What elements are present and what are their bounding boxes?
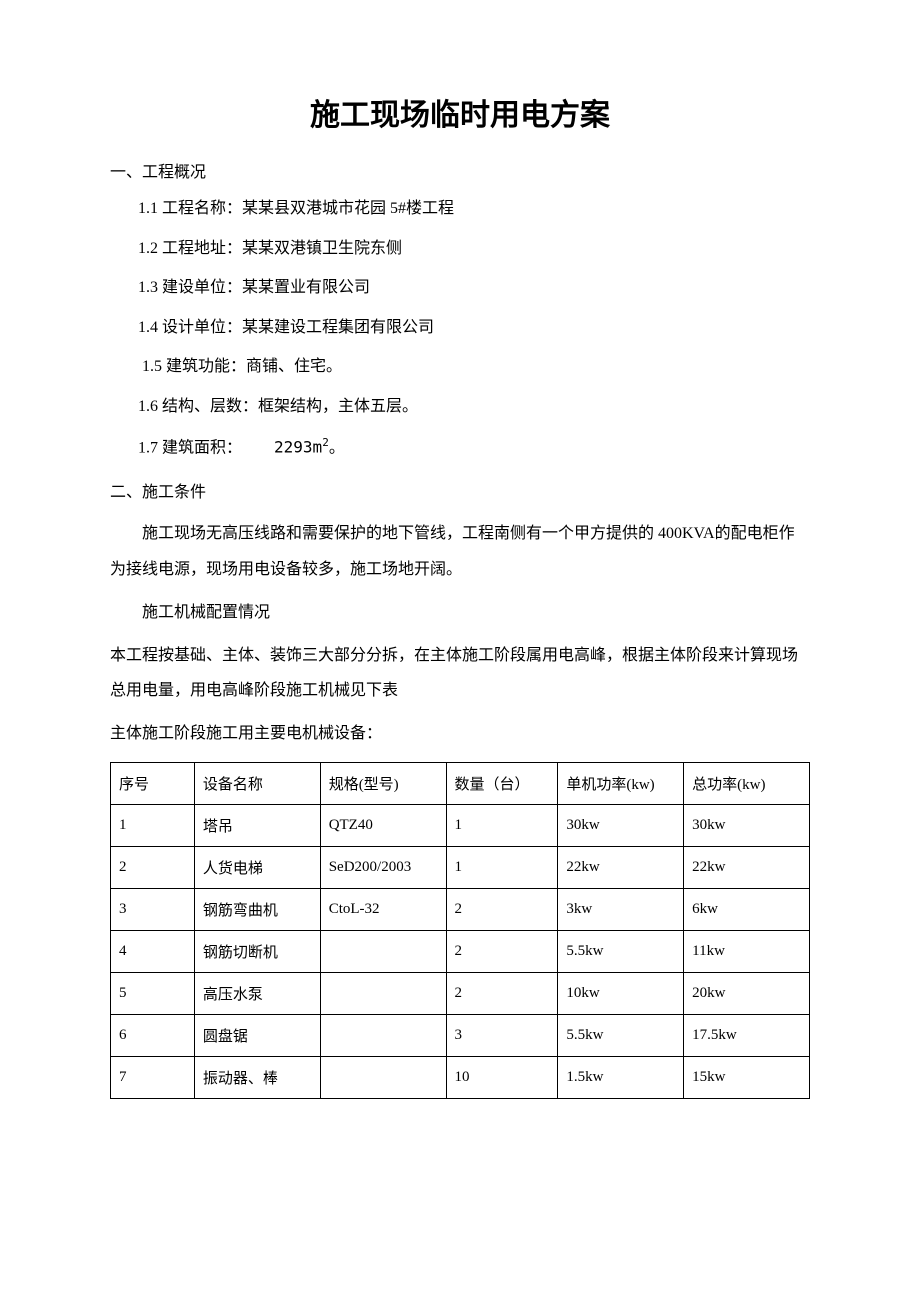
- header-name: 设备名称: [194, 762, 320, 804]
- cell-name: 钢筋切断机: [194, 930, 320, 972]
- section-2-para-3: 本工程按基础、主体、装饰三大部分分拆，在主体施工阶段属用电高峰，根据主体阶段来计…: [110, 638, 810, 708]
- cell-spec: SeD200/2003: [320, 846, 446, 888]
- cell-spec: QTZ40: [320, 804, 446, 846]
- cell-seq: 1: [111, 804, 195, 846]
- cell-name: 塔吊: [194, 804, 320, 846]
- section-2-header: 二、施工条件: [110, 478, 810, 502]
- cell-spec: CtoL-32: [320, 888, 446, 930]
- equipment-table: 序号 设备名称 规格(型号) 数量（台） 单机功率(kw) 总功率(kw) 1 …: [110, 762, 810, 1099]
- area-value: 2293m2。: [274, 434, 345, 460]
- cell-seq: 5: [111, 972, 195, 1014]
- cell-total: 17.5kw: [684, 1014, 810, 1056]
- cell-spec: [320, 972, 446, 1014]
- cell-qty: 1: [446, 804, 558, 846]
- cell-unit: 22kw: [558, 846, 684, 888]
- cell-total: 30kw: [684, 804, 810, 846]
- cell-unit: 5.5kw: [558, 1014, 684, 1056]
- cell-name: 圆盘锯: [194, 1014, 320, 1056]
- table-row: 5 高压水泵 2 10kw 20kw: [111, 972, 810, 1014]
- header-total: 总功率(kw): [684, 762, 810, 804]
- cell-name: 振动器、棒: [194, 1056, 320, 1098]
- table-row: 7 振动器、棒 10 1.5kw 15kw: [111, 1056, 810, 1098]
- cell-name: 钢筋弯曲机: [194, 888, 320, 930]
- cell-qty: 2: [446, 888, 558, 930]
- info-line-1: 1.1 工程名称：某某县双港城市花园 5#楼工程: [138, 196, 810, 222]
- cell-name: 人货电梯: [194, 846, 320, 888]
- cell-spec: [320, 930, 446, 972]
- cell-spec: [320, 1014, 446, 1056]
- cell-total: 6kw: [684, 888, 810, 930]
- cell-unit: 5.5kw: [558, 930, 684, 972]
- cell-total: 11kw: [684, 930, 810, 972]
- table-row: 4 钢筋切断机 2 5.5kw 11kw: [111, 930, 810, 972]
- cell-spec: [320, 1056, 446, 1098]
- cell-total: 15kw: [684, 1056, 810, 1098]
- info-line-6: 1.6 结构、层数：框架结构，主体五层。: [138, 394, 810, 420]
- section-1-header: 一、工程概况: [110, 158, 810, 182]
- table-row: 2 人货电梯 SeD200/2003 1 22kw 22kw: [111, 846, 810, 888]
- cell-qty: 2: [446, 972, 558, 1014]
- cell-unit: 1.5kw: [558, 1056, 684, 1098]
- cell-qty: 2: [446, 930, 558, 972]
- header-unit: 单机功率(kw): [558, 762, 684, 804]
- table-row: 3 钢筋弯曲机 CtoL-32 2 3kw 6kw: [111, 888, 810, 930]
- info-line-4: 1.4 设计单位：某某建设工程集团有限公司: [138, 315, 810, 341]
- cell-unit: 30kw: [558, 804, 684, 846]
- cell-total: 22kw: [684, 846, 810, 888]
- header-spec: 规格(型号): [320, 762, 446, 804]
- area-label: 1.7 建筑面积：: [138, 439, 242, 456]
- table-header-row: 序号 设备名称 规格(型号) 数量（台） 单机功率(kw) 总功率(kw): [111, 762, 810, 804]
- info-line-2: 1.2 工程地址：某某双港镇卫生院东侧: [138, 236, 810, 262]
- cell-seq: 2: [111, 846, 195, 888]
- cell-seq: 3: [111, 888, 195, 930]
- cell-name: 高压水泵: [194, 972, 320, 1014]
- cell-unit: 10kw: [558, 972, 684, 1014]
- table-row: 1 塔吊 QTZ40 1 30kw 30kw: [111, 804, 810, 846]
- section-2-para-2: 施工机械配置情况: [110, 595, 810, 630]
- section-2-para-1: 施工现场无高压线路和需要保护的地下管线，工程南侧有一个甲方提供的 400KVA的…: [110, 516, 810, 586]
- table-intro: 主体施工阶段施工用主要电机械设备：: [110, 716, 810, 751]
- cell-qty: 10: [446, 1056, 558, 1098]
- cell-unit: 3kw: [558, 888, 684, 930]
- info-line-7: 1.7 建筑面积： 2293m2。: [138, 434, 810, 461]
- cell-total: 20kw: [684, 972, 810, 1014]
- cell-seq: 7: [111, 1056, 195, 1098]
- cell-seq: 6: [111, 1014, 195, 1056]
- table-row: 6 圆盘锯 3 5.5kw 17.5kw: [111, 1014, 810, 1056]
- document-title: 施工现场临时用电方案: [110, 90, 810, 134]
- cell-seq: 4: [111, 930, 195, 972]
- info-line-3: 1.3 建设单位：某某置业有限公司: [138, 275, 810, 301]
- cell-qty: 3: [446, 1014, 558, 1056]
- header-qty: 数量（台）: [446, 762, 558, 804]
- header-seq: 序号: [111, 762, 195, 804]
- cell-qty: 1: [446, 846, 558, 888]
- info-line-5: 1.5 建筑功能：商铺、住宅。: [142, 354, 810, 380]
